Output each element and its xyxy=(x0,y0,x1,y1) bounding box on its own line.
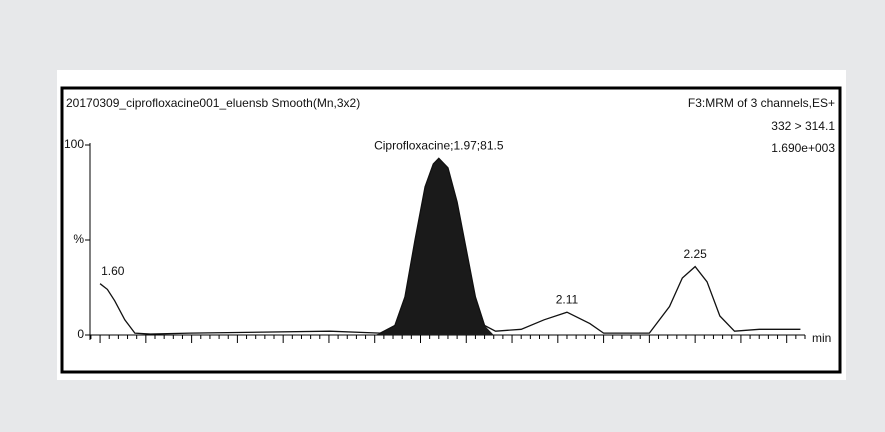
peak-label: Ciprofloxacine;1.97;81.5 xyxy=(374,138,504,152)
trace xyxy=(99,157,801,335)
peak-label: 2.25 xyxy=(683,247,707,261)
info: 332 > 314.1 xyxy=(771,119,835,133)
y-tick-label: % xyxy=(73,232,84,246)
y-tick-label: 100 xyxy=(64,137,84,151)
chart-title: 20170309_ciprofloxacine001_eluensb Smoot… xyxy=(66,96,360,110)
info: 1.690e+003 xyxy=(771,141,835,155)
peak-label: 2.11 xyxy=(556,292,579,306)
peak-label: 1.60 xyxy=(101,264,125,278)
x-axis-label: min xyxy=(812,331,831,345)
frame xyxy=(60,86,842,374)
y-tick-label: 0 xyxy=(77,327,84,341)
info: F3:MRM of 3 channels,ES+ xyxy=(688,96,835,110)
shaded-peak xyxy=(374,158,494,335)
